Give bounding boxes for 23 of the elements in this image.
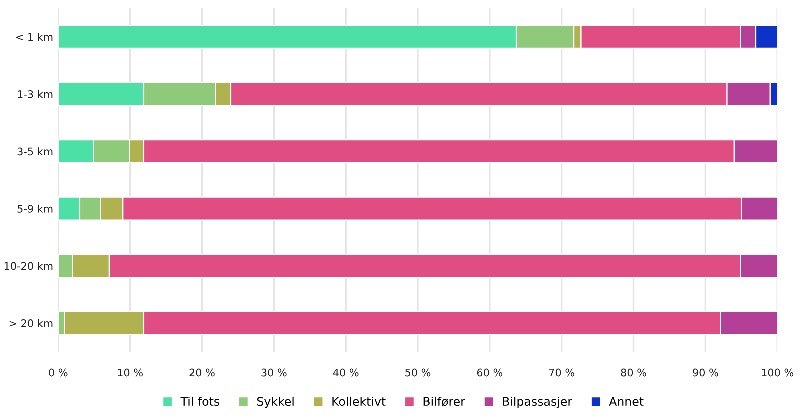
legend-label: Kollektivt	[332, 396, 386, 406]
legend-label: Annet	[609, 397, 644, 406]
legend-label: Til fots	[180, 396, 220, 406]
y-tick-label: 5-9 km	[18, 204, 53, 213]
x-tick-label: 30 %	[262, 368, 287, 377]
y-tick-label: > 20 km	[10, 319, 53, 328]
x-tick-label: 100 %	[762, 368, 794, 377]
x-tick-label: 50 %	[406, 368, 431, 377]
y-tick-label: 1-3 km	[18, 90, 53, 98]
y-tick-label: 10-20 km	[4, 262, 53, 270]
y-tick-label: < 1 km	[16, 33, 53, 41]
legend-label: Sykkel	[257, 396, 294, 408]
x-tick-label: 0 %	[49, 368, 68, 377]
x-tick-label: 20 %	[190, 368, 215, 377]
x-tick-label: 70 %	[549, 368, 574, 377]
legend-label: Bilpassasjer	[503, 396, 572, 408]
x-tick-label: 80 %	[621, 368, 646, 377]
x-tick-label: 60 %	[477, 368, 503, 377]
x-tick-label: 90 %	[693, 368, 718, 377]
legend-label: Bilfører	[424, 396, 466, 406]
y-tick-label: 3-5 km	[18, 148, 53, 156]
x-tick-label: 10 %	[118, 368, 143, 377]
x-tick-label: 40 %	[333, 368, 359, 377]
